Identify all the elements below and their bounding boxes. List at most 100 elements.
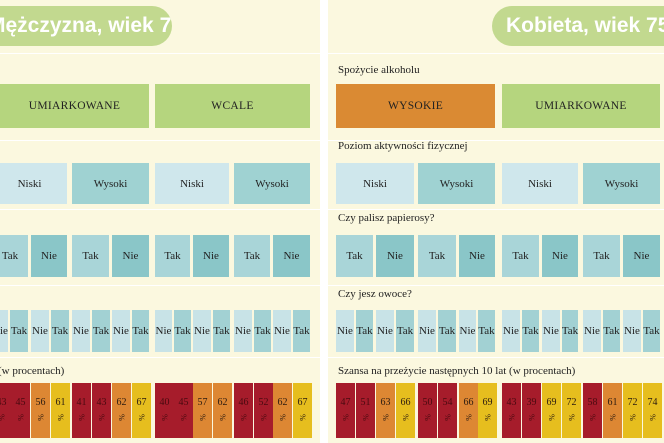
percent-cell: 62% xyxy=(273,383,292,438)
result-label: (w procentach) xyxy=(0,365,65,377)
percent-sign: % xyxy=(238,414,248,421)
fruit-yes: Tak xyxy=(174,310,191,352)
smoking-yes: Tak xyxy=(583,235,620,277)
percent-value: 62 xyxy=(277,397,288,408)
percent-sign: % xyxy=(76,414,86,421)
percent-value: 58 xyxy=(587,397,598,408)
male-panel: Mężczyzna, wiek 75 lat UMIARKOWANE WCALE… xyxy=(0,0,320,443)
percent-sign: % xyxy=(159,414,169,421)
percent-sign: % xyxy=(178,414,188,421)
activity-low: Niski xyxy=(336,163,414,204)
percent-sign: % xyxy=(442,414,452,421)
percent-value: 43 xyxy=(0,397,7,408)
activity-low: Niski xyxy=(0,163,67,204)
fruit-yes: Tak xyxy=(51,310,69,352)
fruit-no: Nie xyxy=(376,310,394,352)
percent-cell: 62% xyxy=(213,383,232,438)
percent-sign: % xyxy=(400,414,410,421)
percent-cell: 45% xyxy=(11,383,30,438)
fruit-yes: Tak xyxy=(132,310,149,352)
percent-sign: % xyxy=(258,414,268,421)
percent-sign: % xyxy=(277,414,287,421)
percent-value: 41 xyxy=(76,397,87,408)
percent-value: 72 xyxy=(627,397,638,408)
percent-sign: % xyxy=(506,414,516,421)
fruit-yes: Tak xyxy=(396,310,414,352)
percent-value: 46 xyxy=(238,397,249,408)
percent-cell: 66% xyxy=(396,383,415,438)
percent-sign: % xyxy=(96,414,106,421)
percent-value: 43 xyxy=(96,397,107,408)
activity-high: Wysoki xyxy=(234,163,310,204)
smoking-no: Nie xyxy=(31,235,67,277)
activity-low: Niski xyxy=(502,163,578,204)
percent-value: 67 xyxy=(297,397,308,408)
percent-cell: 72% xyxy=(562,383,581,438)
percent-value: 40 xyxy=(159,397,170,408)
percent-cell: 62% xyxy=(112,383,131,438)
percent-cell: 61% xyxy=(51,383,70,438)
smoking-no: Nie xyxy=(273,235,310,277)
activity-high: Wysoki xyxy=(583,163,660,204)
divider xyxy=(328,357,664,358)
smoking-no: Nie xyxy=(542,235,578,277)
percent-sign: % xyxy=(15,414,25,421)
consumption-moderate: UMIARKOWANE xyxy=(502,84,660,128)
smoking-no: Nie xyxy=(193,235,229,277)
smoking-yes: Tak xyxy=(72,235,109,277)
percent-cell: 69% xyxy=(542,383,561,438)
percent-sign: % xyxy=(55,414,65,421)
fruit-yes: Tak xyxy=(603,310,620,352)
percent-cell: 74% xyxy=(643,383,662,438)
percent-sign: % xyxy=(116,414,126,421)
percent-sign: % xyxy=(197,414,207,421)
divider xyxy=(328,285,664,286)
divider xyxy=(0,209,320,210)
percent-cell: 66% xyxy=(459,383,478,438)
percent-value: 62 xyxy=(217,397,228,408)
percent-value: 56 xyxy=(35,397,46,408)
percent-cell: 43% xyxy=(0,383,11,438)
smoking-yes: Tak xyxy=(0,235,28,277)
percent-cell: 63% xyxy=(376,383,395,438)
fruit-no: Nie xyxy=(542,310,560,352)
percent-sign: % xyxy=(380,414,390,421)
male-panel-title: Mężczyzna, wiek 75 lat xyxy=(0,6,172,46)
percent-cell: 61% xyxy=(603,383,622,438)
smoking-yes: Tak xyxy=(336,235,373,277)
question-alcohol: Spożycie alkoholu xyxy=(338,64,420,76)
fruit-yes: Tak xyxy=(92,310,110,352)
panel-gutter xyxy=(320,0,328,443)
percent-sign: % xyxy=(35,414,45,421)
fruit-yes: Tak xyxy=(356,310,373,352)
percent-value: 61 xyxy=(607,397,618,408)
percent-cell: 52% xyxy=(254,383,273,438)
percent-cell: 43% xyxy=(502,383,521,438)
fruit-yes: Tak xyxy=(522,310,539,352)
percent-cell: 56% xyxy=(31,383,50,438)
question-smoking: Czy palisz papierosy? xyxy=(338,212,435,224)
fruit-no: Nie xyxy=(234,310,252,352)
percent-sign: % xyxy=(422,414,432,421)
fruit-no: Nie xyxy=(336,310,354,352)
percent-value: 51 xyxy=(360,397,371,408)
percent-cell: 58% xyxy=(583,383,602,438)
activity-high: Wysoki xyxy=(418,163,495,204)
consumption-high: WYSOKIE xyxy=(336,84,495,128)
divider xyxy=(0,357,320,358)
consumption-moderate: UMIARKOWANE xyxy=(0,84,149,128)
percent-sign: % xyxy=(340,414,350,421)
fruit-yes: Tak xyxy=(478,310,495,352)
percent-sign: % xyxy=(360,414,370,421)
smoking-no: Nie xyxy=(112,235,149,277)
percent-cell: 67% xyxy=(293,383,312,438)
percent-value: 69 xyxy=(546,397,557,408)
percent-sign: % xyxy=(627,414,637,421)
percent-sign: % xyxy=(526,414,536,421)
fruit-yes: Tak xyxy=(293,310,310,352)
percent-value: 47 xyxy=(340,397,351,408)
percent-sign: % xyxy=(297,414,307,421)
divider xyxy=(328,140,664,141)
percent-sign: % xyxy=(647,414,657,421)
fruit-no: Nie xyxy=(502,310,520,352)
